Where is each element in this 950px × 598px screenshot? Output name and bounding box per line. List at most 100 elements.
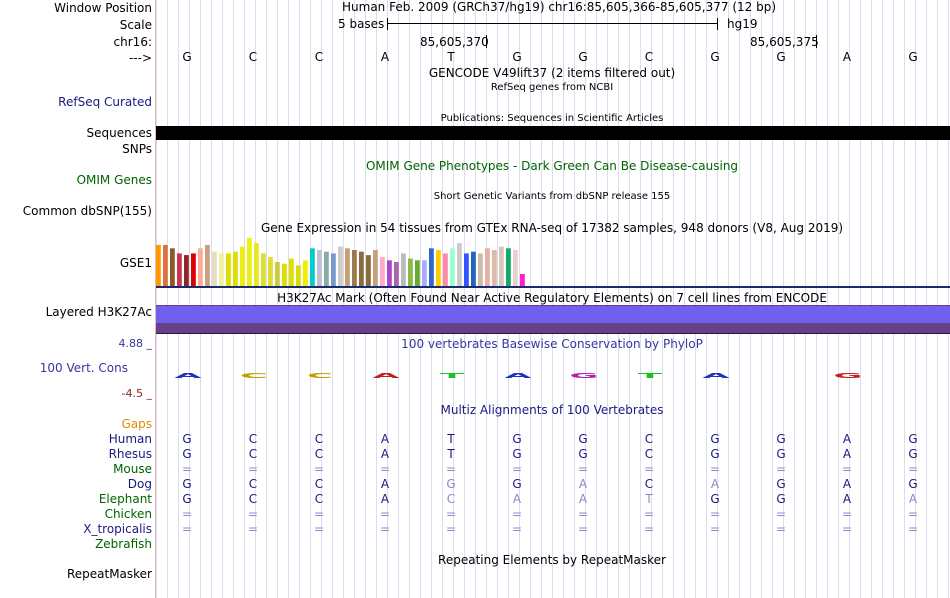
gtex-tissue-bar[interactable] [205, 244, 210, 286]
alignment-base: = [379, 507, 391, 521]
gtex-tissue-bar[interactable] [170, 248, 175, 286]
alignment-base: G [710, 492, 720, 506]
gtex-tissue-bar[interactable] [198, 248, 203, 286]
gtex-tissue-bar[interactable] [394, 262, 399, 286]
gtex-tissue-bar[interactable] [478, 253, 483, 286]
species-label-human[interactable]: Human [108, 432, 152, 446]
gtex-tissue-bar[interactable] [317, 250, 322, 286]
gtex-tissue-bar[interactable] [240, 246, 245, 286]
species-label-dog[interactable]: Dog [127, 477, 152, 491]
gtex-tissue-bar[interactable] [352, 250, 357, 286]
gtex-tissue-bar[interactable] [485, 248, 490, 286]
snps-label[interactable]: SNPs [122, 142, 152, 156]
alignment-base: A [908, 492, 918, 506]
phylop-logo-letter: A [702, 371, 730, 380]
gtex-tissue-bar[interactable] [226, 253, 231, 286]
scale-bar [387, 23, 718, 24]
alignment-base: C [644, 477, 654, 491]
gtex-tissue-bar[interactable] [254, 243, 259, 286]
gtex-tissue-bar[interactable] [492, 250, 497, 286]
multiz-track-title[interactable]: Multiz Alignments of 100 Vertebrates [440, 403, 664, 417]
gtex-tissue-bar[interactable] [324, 251, 329, 286]
gtex-tissue-bar[interactable] [422, 260, 427, 286]
scale-text: 5 bases [338, 17, 385, 31]
gaps-label[interactable]: Gaps [121, 417, 152, 431]
alignment-base: G [512, 477, 522, 491]
gtex-tissue-bar[interactable] [296, 265, 301, 286]
gtex-tissue-bar[interactable] [247, 238, 252, 286]
gtex-tissue-bar[interactable] [345, 248, 350, 286]
alignment-base: = [907, 522, 919, 536]
species-label-rhesus[interactable]: Rhesus [108, 447, 152, 461]
gtex-tissue-bar[interactable] [457, 243, 462, 286]
h3k27ac-track-title[interactable]: H3K27Ac Mark (Often Found Near Active Re… [277, 291, 827, 305]
gtex-tissue-bar[interactable] [429, 248, 434, 286]
gtex-tissue-bar[interactable] [219, 253, 224, 286]
alignment-base: T [447, 447, 455, 461]
gtex-tissue-bar[interactable] [282, 263, 287, 286]
gtex-tissue-bar[interactable] [275, 262, 280, 286]
gtex-tissue-bar[interactable] [184, 255, 189, 286]
gtex-tissue-bar[interactable] [401, 253, 406, 286]
gtex-tissue-bar[interactable] [177, 253, 182, 286]
repeatmasker-track-title[interactable]: Repeating Elements by RepeatMasker [438, 553, 666, 567]
gtex-tissue-bar[interactable] [513, 250, 518, 286]
species-label-chicken[interactable]: Chicken [104, 507, 152, 521]
gtex-tissue-bar[interactable] [499, 246, 504, 286]
publications-track-title[interactable]: Publications: Sequences in Scientific Ar… [440, 113, 664, 124]
gse1-label[interactable]: GSE1 [119, 256, 152, 270]
dbsnp-track-title[interactable]: Short Genetic Variants from dbSNP releas… [433, 191, 671, 202]
gtex-tissue-bar[interactable] [450, 248, 455, 286]
common-dbsnp-label[interactable]: Common dbSNP(155) [22, 204, 152, 218]
gtex-tissue-bar[interactable] [387, 260, 392, 286]
sequences-label[interactable]: Sequences [86, 126, 152, 140]
gtex-tissue-bar[interactable] [191, 253, 196, 286]
gtex-tissue-bar[interactable] [163, 244, 168, 286]
gtex-tissue-bar[interactable] [156, 244, 161, 286]
species-label-zebrafish[interactable]: Zebrafish [95, 537, 152, 551]
gtex-tissue-bar[interactable] [443, 253, 448, 286]
h3k27ac-signal-lower[interactable] [156, 323, 950, 333]
alignment-base: C [644, 432, 654, 446]
gtex-tissue-bar[interactable] [310, 248, 315, 286]
vert-cons-label[interactable]: 100 Vert. Cons [39, 361, 128, 375]
gtex-tissue-bar[interactable] [520, 274, 525, 286]
species-label-x_tropicalis[interactable]: X_tropicalis [83, 522, 152, 536]
gtex-tissue-bar[interactable] [261, 253, 266, 286]
gtex-tissue-bar[interactable] [380, 256, 385, 286]
omim-genes-label[interactable]: OMIM Genes [76, 173, 152, 187]
refseq-track-title[interactable]: RefSeq genes from NCBI [490, 82, 614, 93]
gencode-track-title[interactable]: GENCODE V49lift37 (2 items filtered out) [428, 66, 676, 80]
h3k27ac-signal[interactable] [156, 306, 950, 323]
alignment-base: C [248, 447, 258, 461]
species-label-elephant[interactable]: Elephant [98, 492, 152, 506]
gtex-track-title[interactable]: Gene Expression in 54 tissues from GTEx … [260, 221, 844, 235]
alignment-base: = [775, 462, 787, 476]
gtex-tissue-bar[interactable] [331, 253, 336, 286]
gtex-tissue-bar[interactable] [415, 260, 420, 286]
gtex-tissue-bar[interactable] [338, 246, 343, 286]
gtex-tissue-bar[interactable] [436, 250, 441, 286]
gtex-tissue-bar[interactable] [359, 251, 364, 286]
gtex-tissue-bar[interactable] [408, 258, 413, 286]
gtex-tissue-bar[interactable] [366, 255, 371, 286]
gtex-tissue-bar[interactable] [464, 253, 469, 286]
gtex-tissue-bar[interactable] [233, 251, 238, 286]
omim-track-title[interactable]: OMIM Gene Phenotypes - Dark Green Can Be… [365, 159, 739, 173]
repeatmasker-label[interactable]: RepeatMasker [66, 567, 152, 581]
species-label-mouse[interactable]: Mouse [113, 462, 152, 476]
gtex-tissue-bar[interactable] [289, 258, 294, 286]
alignment-base: G [578, 447, 588, 461]
phylop-track-title[interactable]: 100 vertebrates Basewise Conservation by… [401, 337, 703, 351]
refseq-curated-label[interactable]: RefSeq Curated [58, 95, 152, 109]
gtex-tissue-bar[interactable] [471, 251, 476, 286]
sequences-track-bar[interactable] [156, 126, 950, 140]
gtex-tissue-bar[interactable] [268, 256, 273, 286]
gtex-tissue-bar[interactable] [303, 260, 308, 286]
layered-h3k27ac-label[interactable]: Layered H3K27Ac [45, 305, 152, 319]
gtex-tissue-bar[interactable] [212, 251, 217, 286]
gtex-tissue-bar[interactable] [506, 248, 511, 286]
gtex-tissue-bar[interactable] [373, 250, 378, 286]
